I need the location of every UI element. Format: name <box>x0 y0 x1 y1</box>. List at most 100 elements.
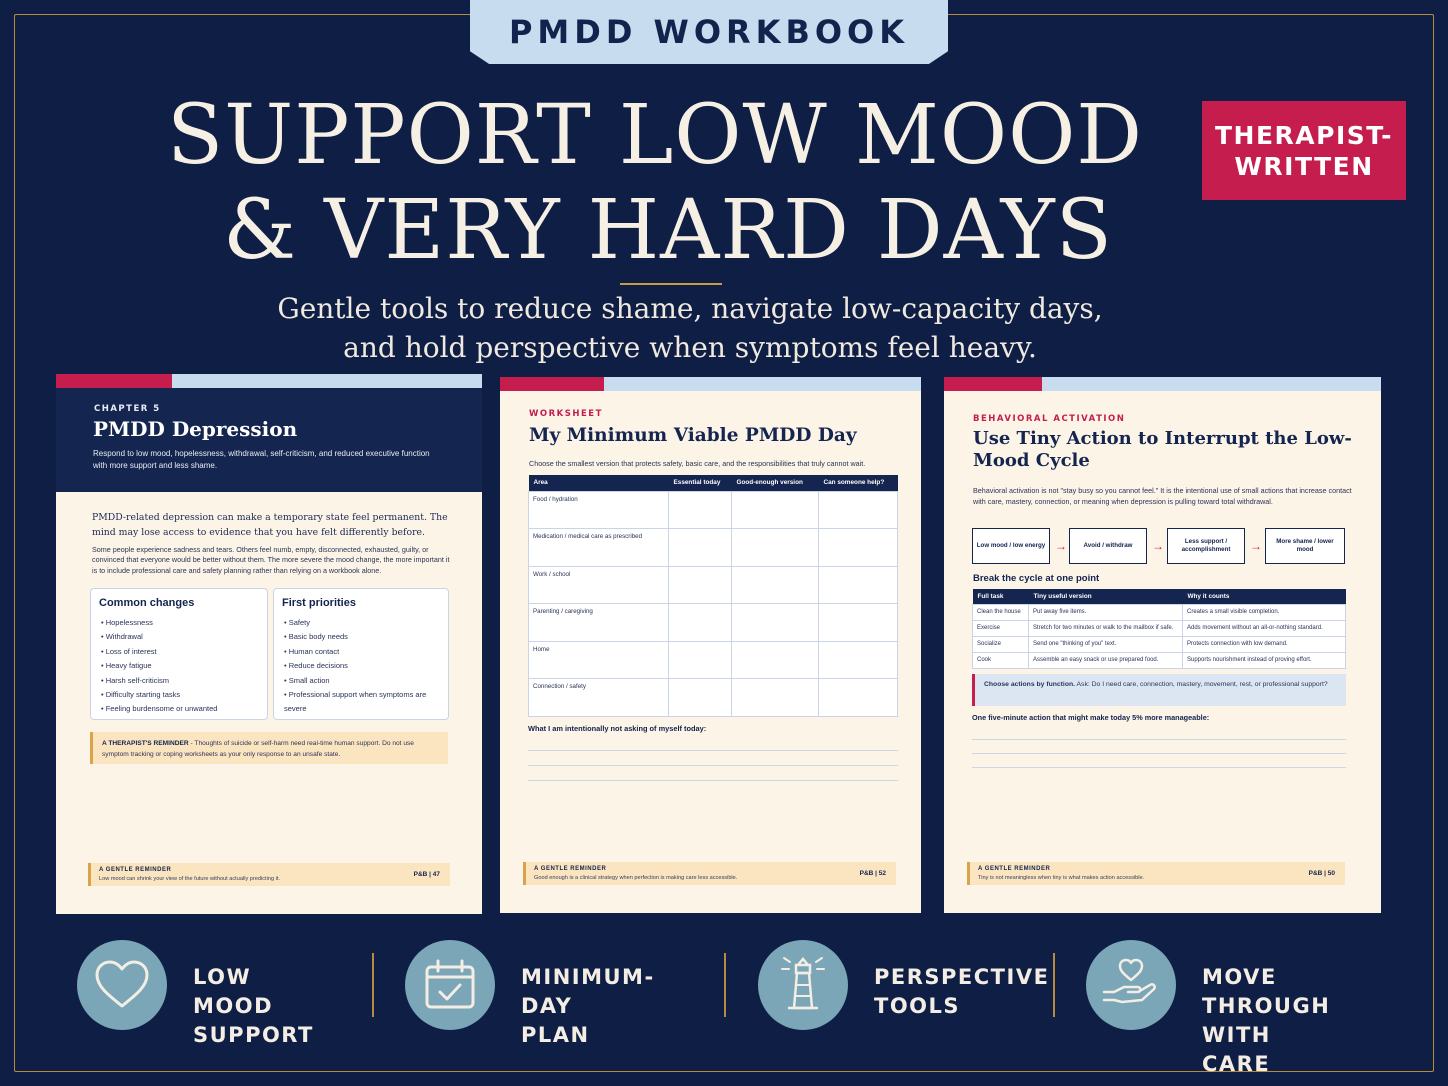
table-row: Exercise Stretch for two minutes or walk … <box>972 619 1346 637</box>
footer-text: Tiny is not meaningless when tiny is wha… <box>978 875 1145 881</box>
first-priorities-box: First priorities • Safety • Basic body n… <box>273 588 449 720</box>
cycle-arrow: → <box>1055 539 1067 553</box>
function-callout: Choose actions by function. Ask: Do I ne… <box>972 674 1346 706</box>
table-row: Socialize Send one "thinking of you" text… <box>972 635 1346 653</box>
writing-line[interactable] <box>972 753 1346 754</box>
cycle-step: Less support / accomplishment <box>1167 528 1245 564</box>
section-title: Use Tiny Action to Interrupt the Low-Moo… <box>973 428 1352 471</box>
subtitle-line-2: and hold perspective when symptoms feel … <box>343 331 1037 364</box>
table-row: Food / hydration <box>528 490 898 530</box>
section-kicker: BEHAVIORAL ACTIVATION <box>973 414 1126 424</box>
table-cell[interactable] <box>731 565 819 605</box>
list-item: • Difficulty starting tasks <box>101 690 181 700</box>
list-item: • Feeling burdensome or unwanted <box>101 704 218 714</box>
table-cell[interactable] <box>818 603 898 642</box>
feature-separator <box>372 953 374 1017</box>
table-row: Medication / medical care as prescribed <box>528 528 898 567</box>
headline-line-2: & VERY HARD DAYS <box>223 183 1113 278</box>
box-title: First priorities <box>282 597 356 609</box>
table-cell: Supports nourishment instead of proving … <box>1182 651 1346 669</box>
list-item: • Loss of interest <box>101 646 157 656</box>
table-cell[interactable] <box>731 490 819 530</box>
page-number: P&B | 47 <box>413 871 440 878</box>
table-cell[interactable] <box>818 640 898 680</box>
hand-heart-icon <box>1086 940 1176 1030</box>
body-paragraph: Some people experience sadness and tears… <box>92 545 450 575</box>
row-label: Parenting / caregiving <box>528 603 669 642</box>
footer-label: A GENTLE REMINDER <box>99 867 172 873</box>
table-row: Clean the house Put away five items. Creat… <box>972 603 1346 621</box>
writing-line[interactable] <box>972 739 1346 740</box>
list-item: • Human contact <box>284 646 340 656</box>
workbook-tab: PMDD WORKBOOK <box>470 0 948 64</box>
table-cell[interactable] <box>731 640 819 680</box>
heart-icon <box>77 940 167 1030</box>
table-cell: Clean the house <box>972 603 1029 621</box>
table-cell[interactable] <box>668 528 732 567</box>
subsection-title: Break the cycle at one point <box>973 573 1100 584</box>
chapter-kicker: CHAPTER 5 <box>94 404 161 414</box>
therapist-written-badge: THERAPIST- WRITTEN <box>1202 101 1406 200</box>
workbook-tab-label: PMDD WORKBOOK <box>508 13 910 51</box>
table-cell[interactable] <box>818 528 898 567</box>
table-header: Can someone help? <box>818 475 898 491</box>
row-label: Food / hydration <box>528 490 669 530</box>
minimum-day-table: Area Essential today Good-enough version… <box>528 475 898 718</box>
table-header: Good-enough version <box>731 475 819 491</box>
section-intro: Behavioral activation is not "stay busy … <box>973 486 1352 506</box>
page-top-accent <box>944 377 1042 391</box>
worksheet-kicker: WORKSHEET <box>529 409 603 419</box>
footer-text: Good enough is a clinical strategy when … <box>534 875 738 881</box>
table-header: Area <box>528 475 669 491</box>
lighthouse-icon <box>758 940 848 1030</box>
table-cell: Cook <box>972 651 1029 669</box>
common-changes-box: Common changes • Hopelessness • Withdraw… <box>90 588 268 720</box>
writing-line[interactable] <box>528 765 898 766</box>
writing-line[interactable] <box>972 767 1346 768</box>
page-top-bar <box>56 374 482 388</box>
table-cell[interactable] <box>818 565 898 605</box>
table-cell[interactable] <box>668 490 732 530</box>
page-top-bar <box>500 377 921 391</box>
chapter-title: PMDD Depression <box>93 417 298 441</box>
table-cell[interactable] <box>731 678 819 718</box>
page-number: P&B | 50 <box>1308 870 1335 877</box>
page-preview-depression: CHAPTER 5 PMDD Depression Respond to low… <box>56 374 482 914</box>
table-cell[interactable] <box>818 678 898 718</box>
feature-separator <box>1053 953 1055 1017</box>
divider <box>620 283 722 285</box>
table-cell[interactable] <box>668 603 732 642</box>
table-cell: Protects connection with low demand. <box>1182 635 1346 653</box>
subtitle-line-1: Gentle tools to reduce shame, navigate l… <box>277 292 1103 325</box>
table-cell[interactable] <box>668 678 732 718</box>
footer-label: A GENTLE REMINDER <box>978 866 1051 872</box>
tiny-action-table: Full task Tiny useful version Why it cou… <box>972 589 1346 669</box>
calendar-check-icon <box>405 940 495 1030</box>
list-item: • Professional support when symptoms are… <box>284 690 427 714</box>
list-item: • Hopelessness <box>101 618 153 627</box>
writing-line[interactable] <box>528 780 898 781</box>
list-item: • Safety <box>284 618 310 627</box>
writing-line[interactable] <box>528 750 898 751</box>
callout-label: Choose actions by function. <box>984 681 1076 688</box>
table-cell[interactable] <box>818 490 898 530</box>
table-cell: Assemble an easy snack or use prepared f… <box>1028 651 1183 669</box>
table-header: Full task <box>972 589 1029 604</box>
page-preview-worksheet: WORKSHEET My Minimum Viable PMDD Day Cho… <box>500 377 921 913</box>
worksheet-prompt: What I am intentionally not asking of my… <box>528 724 707 733</box>
table-cell[interactable] <box>668 565 732 605</box>
table-cell[interactable] <box>668 640 732 680</box>
row-label: Connection / safety <box>528 678 669 718</box>
table-row: Home <box>528 640 898 680</box>
feature-label: LOW MOOD SUPPORT <box>193 965 314 1047</box>
callout-text: Ask: Do I need care, connection, mastery… <box>1075 681 1328 688</box>
table-cell[interactable] <box>731 528 819 567</box>
action-prompt: One five-minute action that might make t… <box>972 713 1210 722</box>
feature-label: MINIMUM-DAY PLAN <box>521 965 655 1047</box>
table-cell: Put away five items. <box>1028 603 1183 621</box>
cycle-arrow: → <box>1152 539 1164 553</box>
headline-line-1: SUPPORT LOW MOOD <box>166 88 1144 183</box>
row-label: Home <box>528 640 669 680</box>
table-cell: Send one "thinking of you" text. <box>1028 635 1183 653</box>
table-cell[interactable] <box>731 603 819 642</box>
